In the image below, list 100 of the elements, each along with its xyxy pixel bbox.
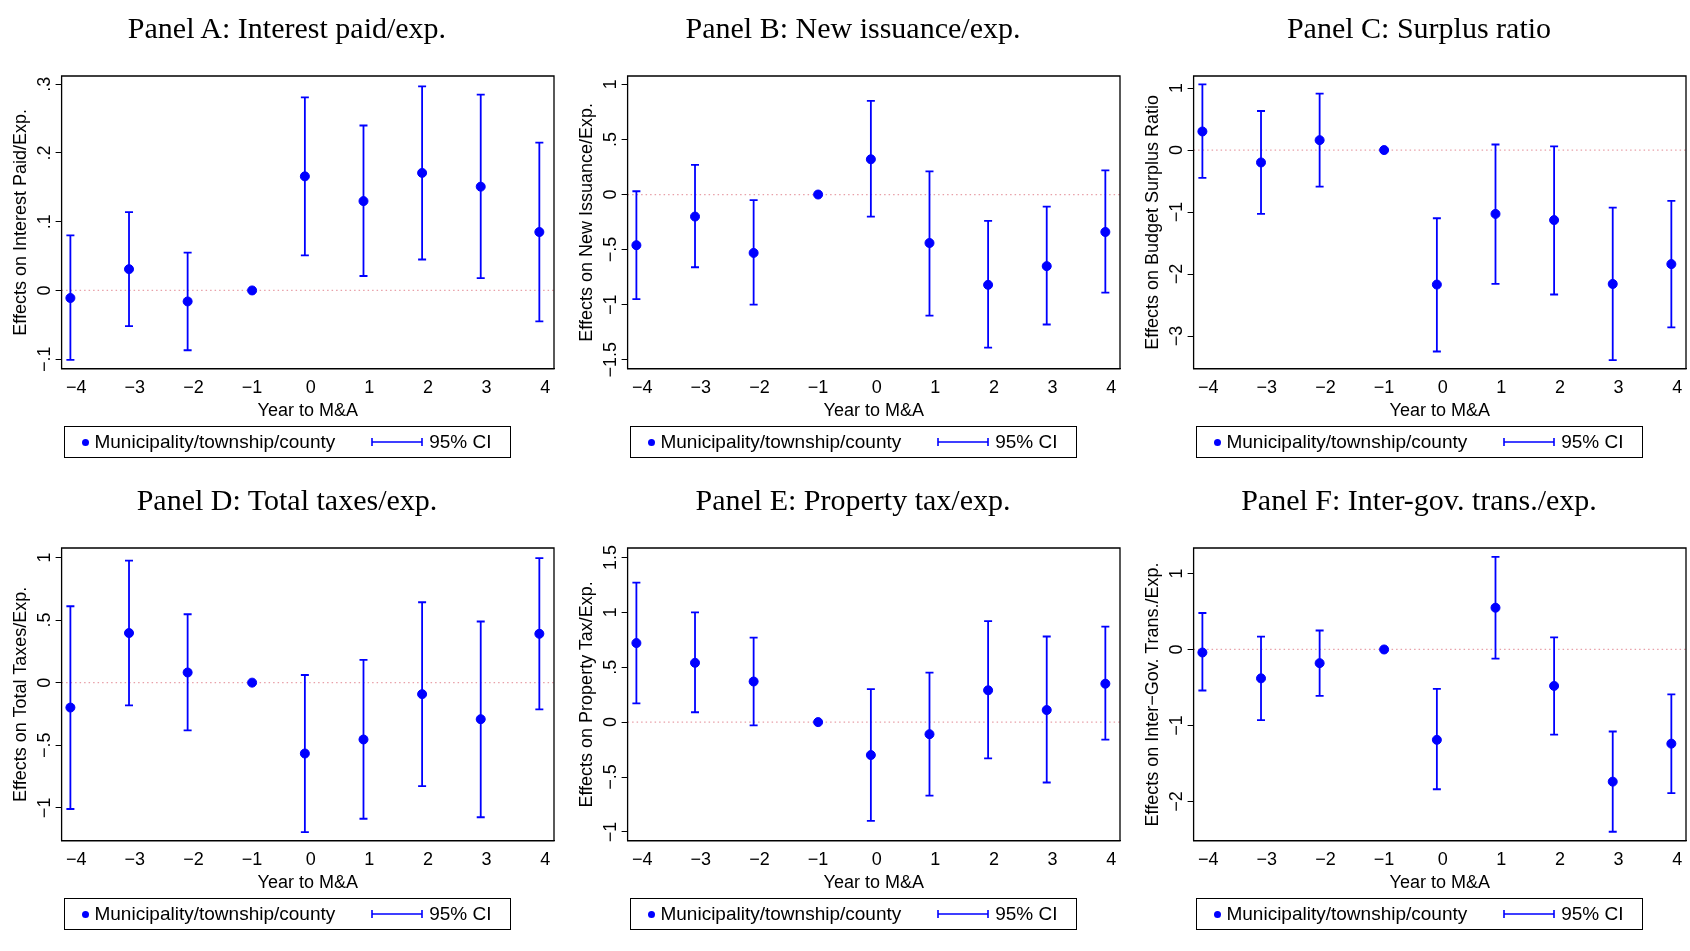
y-tick-label: −.5 [33,732,54,759]
x-axis-title: Year to M&A [823,872,924,893]
point [813,717,824,728]
point [247,285,258,296]
y-tick-label: .3 [33,76,54,92]
point [1379,145,1390,156]
legend-label: Municipality/township/county [660,903,902,925]
chart-title: Panel E: Property tax/exp. [694,482,1012,518]
point [1666,259,1677,270]
point [1314,135,1325,146]
x-tick-label: −4 [631,848,653,869]
point [924,238,935,248]
x-tick-label: −1 [1373,848,1395,869]
text: 95% CI [429,903,492,925]
legend-label: Municipality/township/county [660,431,902,453]
text: 95% CI [1561,903,1624,925]
point [182,296,193,307]
legend-label: Municipality/township/county [94,431,336,453]
point [1549,215,1560,226]
point [358,734,369,745]
point [748,676,759,687]
y-tick-label: .5 [599,131,620,147]
x-tick-label: −1 [1373,376,1395,397]
point [475,181,486,192]
point [1490,208,1501,219]
x-tick-label: −2 [1315,848,1336,869]
y-tick-label: 0 [33,285,54,296]
point [865,154,876,165]
x-tick-label: −4 [631,376,653,397]
y-tick-label: −.5 [599,764,620,790]
y-tick-label: 1 [1165,83,1186,94]
x-tick-label: 0 [871,376,882,397]
y-axis-title: Effects on Total Taxes/Exp. [9,586,30,802]
point [1256,673,1267,684]
x-tick-label: 4 [1106,848,1117,869]
x-tick-label: 2 [988,376,999,397]
point [1666,738,1677,749]
point [299,748,310,759]
chart-title: Panel F: Inter-gov. trans./exp. [1240,482,1598,518]
x-tick-label: −4 [65,376,87,397]
text: 95% CI [995,903,1058,925]
x-tick-label: 3 [481,376,492,397]
text: 95% CI [995,431,1058,453]
point [1607,278,1618,289]
y-tick-label: 0 [599,189,620,200]
y-tick-label: −1 [1165,201,1186,223]
y-tick-label: −1 [599,821,620,843]
chart-title: Panel D: Total taxes/exp. [135,482,439,518]
point [1607,776,1618,787]
point [690,211,701,222]
x-tick-label: 1 [364,848,375,869]
x-tick-label: 3 [1047,376,1058,397]
x-tick-label: 1 [1496,376,1507,397]
y-axis-title: Effects on Budget Surplus Ratio [1141,94,1162,350]
x-tick-label: 2 [1554,376,1565,397]
y-axis-title: Effects on Property Tax/Exp. [575,581,596,808]
point [1431,279,1442,290]
x-tick-label: 4 [540,376,551,397]
x-tick-label: 2 [1554,848,1565,869]
y-tick-label: −1.5 [599,341,620,378]
x-tick-label: 0 [305,376,316,397]
point [1549,680,1560,691]
x-tick-label: 0 [1437,848,1448,869]
point [1197,647,1208,658]
y-tick-label: −2 [1165,791,1186,812]
point [1041,261,1052,272]
x-tick-label: −3 [124,376,146,397]
x-tick-label: 4 [1106,376,1117,397]
x-tick-label: 4 [540,848,551,869]
x-tick-label: 4 [1672,376,1683,397]
point [124,628,135,639]
point [1314,658,1325,669]
x-tick-label: −3 [1256,376,1278,397]
point [631,638,642,649]
x-tick-label: 4 [1672,848,1683,869]
x-tick-label: −3 [690,376,712,397]
x-tick-label: −3 [124,848,146,869]
x-tick-label: −4 [1197,848,1219,869]
point [1431,734,1442,745]
y-tick-label: .1 [33,214,54,230]
y-tick-label: 0 [1165,644,1186,655]
x-tick-label: 2 [988,848,999,869]
x-tick-label: 3 [1613,376,1624,397]
y-tick-label: −1 [599,294,620,315]
x-tick-label: −2 [749,848,770,869]
legend-label: Municipality/township/county [1226,431,1468,453]
y-tick-label: −.1 [33,346,54,372]
point [983,279,994,290]
x-axis-title: Year to M&A [257,872,358,893]
x-axis-title: Year to M&A [823,400,924,421]
x-tick-label: 3 [1047,848,1058,869]
point [65,702,76,713]
point [247,677,258,688]
chart-title: Panel C: Surplus ratio [1285,10,1553,46]
x-tick-label: −4 [1197,376,1219,397]
y-tick-label: 1.5 [599,544,620,570]
point [1379,644,1390,655]
y-tick-label: 1 [599,79,620,90]
x-tick-label: −2 [183,848,204,869]
x-axis-title: Year to M&A [1389,400,1490,421]
